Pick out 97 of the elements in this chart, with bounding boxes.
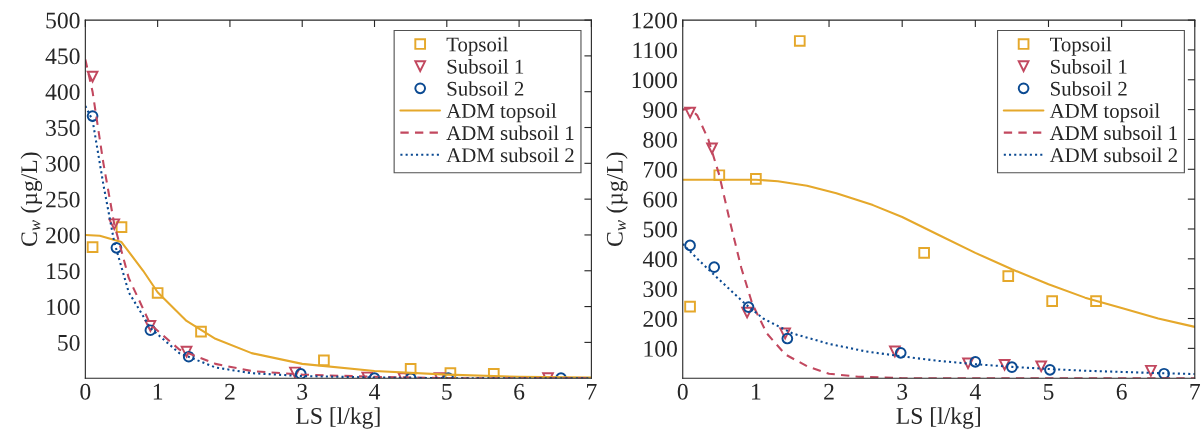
point — [708, 261, 721, 274]
y-tick-label: 200 — [643, 311, 677, 327]
x-tick-label: 1 — [153, 383, 163, 400]
point — [742, 301, 755, 314]
point — [998, 358, 1011, 371]
point — [108, 218, 121, 231]
x-tick-label: 5 — [1043, 383, 1054, 400]
y-tick-label: 100 — [644, 340, 677, 357]
legend-label: Subsoil 2 — [447, 81, 524, 96]
point — [713, 169, 726, 182]
y-tick-label: 600 — [643, 191, 677, 208]
y-tick-label: 50 — [58, 334, 80, 351]
x-tick-label: 2 — [225, 383, 235, 400]
x-tick-label: 4 — [969, 383, 981, 400]
y-tick-label: 1100 — [633, 42, 677, 59]
point — [110, 242, 123, 254]
point — [195, 325, 207, 338]
point — [115, 221, 128, 233]
y-tick-label: 1200 — [632, 12, 677, 29]
legend-label: ADM subsoil 1 — [446, 125, 574, 141]
point — [86, 241, 99, 253]
legend-label: ADM subsoil 2 — [446, 147, 574, 163]
point — [182, 350, 195, 363]
legend-label: ADM topsoil — [446, 103, 557, 123]
point — [404, 363, 417, 375]
y-tick-label: 500 — [643, 221, 677, 238]
point — [1035, 360, 1047, 373]
point — [969, 355, 982, 368]
x-tick-label: 3 — [297, 383, 308, 400]
x-tick-label: 6 — [1116, 383, 1127, 400]
y-tick-label: 500 — [46, 12, 80, 29]
legend-label: ADM topsoil — [1049, 103, 1160, 123]
point — [144, 324, 157, 337]
y-tick-label: 400 — [45, 84, 80, 101]
point — [1044, 364, 1056, 376]
point — [318, 354, 330, 367]
point — [86, 110, 99, 122]
point — [706, 142, 718, 155]
legend-label: ADM subsoil 1 — [1049, 125, 1177, 141]
legend-label: Subsoil 1 — [1051, 59, 1127, 74]
y-tick-label: 450 — [45, 48, 80, 65]
legend-label: Topsoil — [446, 36, 509, 56]
x-tick-label: 0 — [677, 383, 688, 400]
x-axis-title: LS [l/kg] — [296, 407, 380, 429]
legend-label: Subsoil 2 — [1051, 81, 1127, 96]
point — [289, 366, 301, 379]
y-axis-title: C$_{w}$ (µg/L) — [20, 152, 43, 246]
point — [962, 357, 974, 370]
point — [918, 247, 930, 259]
point — [779, 327, 791, 340]
x-axis-title: LS [l/kg] — [896, 407, 980, 429]
x-tick-label: 0 — [80, 383, 91, 400]
y-tick-label: 200 — [46, 227, 80, 244]
point — [487, 368, 500, 379]
point — [180, 345, 193, 358]
point — [684, 239, 696, 252]
y-tick-label: 700 — [644, 161, 677, 178]
point — [894, 347, 907, 359]
y-tick-label: 150 — [47, 263, 80, 280]
y-tick-label: 100 — [47, 299, 80, 315]
x-tick-label: 1 — [752, 383, 761, 400]
point — [793, 35, 806, 47]
legend-label: Subsoil 1 — [447, 59, 524, 74]
y-tick-label: 800 — [643, 131, 677, 148]
legend-label: Topsoil — [1050, 36, 1112, 56]
x-tick-label: 3 — [897, 383, 908, 400]
legend-label: ADM subsoil 2 — [1049, 147, 1177, 163]
x-tick-label: 6 — [514, 383, 525, 400]
x-tick-label: 7 — [587, 383, 597, 400]
point — [1145, 364, 1157, 377]
x-tick-label: 2 — [824, 383, 834, 400]
y-tick-label: 900 — [643, 102, 677, 119]
point — [294, 368, 307, 379]
point — [889, 345, 901, 358]
point — [741, 306, 753, 319]
x-tick-label: 7 — [1190, 383, 1201, 400]
point — [684, 106, 696, 119]
y-tick-label: 300 — [46, 155, 80, 172]
point — [684, 300, 696, 313]
y-axis-title: C$_{w}$ (µg/L) — [606, 152, 628, 246]
x-tick-label: 4 — [369, 383, 381, 400]
point — [1002, 270, 1015, 282]
y-tick-label: 300 — [643, 281, 677, 298]
y-tick-label: 250 — [46, 191, 80, 208]
x-tick-label: 5 — [442, 383, 452, 400]
point — [86, 70, 99, 83]
point — [1090, 295, 1102, 308]
point — [1006, 361, 1018, 373]
y-tick-label: 350 — [46, 120, 80, 136]
point — [781, 332, 794, 345]
point — [151, 287, 164, 299]
point — [444, 367, 457, 379]
point — [1046, 295, 1058, 308]
point — [144, 320, 157, 332]
point — [750, 173, 762, 185]
y-tick-label: 400 — [642, 251, 677, 268]
y-tick-label: 1000 — [632, 72, 677, 89]
